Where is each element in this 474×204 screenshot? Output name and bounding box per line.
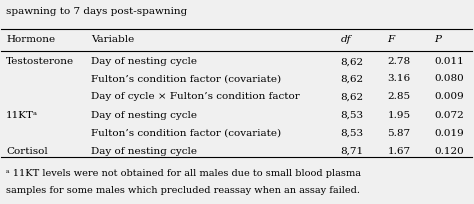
Text: 8,62: 8,62 [340,57,364,66]
Text: 8,62: 8,62 [340,74,364,83]
Text: Hormone: Hormone [6,35,55,44]
Text: P: P [435,35,442,44]
Text: 5.87: 5.87 [387,129,410,138]
Text: 1.95: 1.95 [387,111,410,120]
Text: 2.78: 2.78 [387,57,410,66]
Text: ᵃ 11KT levels were not obtained for all males due to small blood plasma: ᵃ 11KT levels were not obtained for all … [6,169,361,178]
Text: Day of nesting cycle: Day of nesting cycle [91,111,197,120]
Text: 0.080: 0.080 [435,74,465,83]
Text: 8,62: 8,62 [340,92,364,101]
Text: 8,71: 8,71 [340,147,364,156]
Text: 0.072: 0.072 [435,111,465,120]
Text: 0.019: 0.019 [435,129,465,138]
Text: Testosterone: Testosterone [6,57,74,66]
Text: 0.011: 0.011 [435,57,465,66]
Text: 8,53: 8,53 [340,111,364,120]
Text: 0.009: 0.009 [435,92,465,101]
Text: Fulton’s condition factor (covariate): Fulton’s condition factor (covariate) [91,129,281,138]
Text: Variable: Variable [91,35,134,44]
Text: 3.16: 3.16 [387,74,410,83]
Text: 2.85: 2.85 [387,92,410,101]
Text: Day of cycle × Fulton’s condition factor: Day of cycle × Fulton’s condition factor [91,92,300,101]
Text: Day of nesting cycle: Day of nesting cycle [91,57,197,66]
Text: 1.67: 1.67 [387,147,410,156]
Text: Fulton’s condition factor (covariate): Fulton’s condition factor (covariate) [91,74,281,83]
Text: Cortisol: Cortisol [6,147,48,156]
Text: spawning to 7 days post-spawning: spawning to 7 days post-spawning [6,7,187,17]
Text: df: df [340,35,351,44]
Text: F: F [387,35,395,44]
Text: 0.120: 0.120 [435,147,465,156]
Text: 11KTᵃ: 11KTᵃ [6,111,38,120]
Text: Day of nesting cycle: Day of nesting cycle [91,147,197,156]
Text: 8,53: 8,53 [340,129,364,138]
Text: samples for some males which precluded reassay when an assay failed.: samples for some males which precluded r… [6,186,360,195]
